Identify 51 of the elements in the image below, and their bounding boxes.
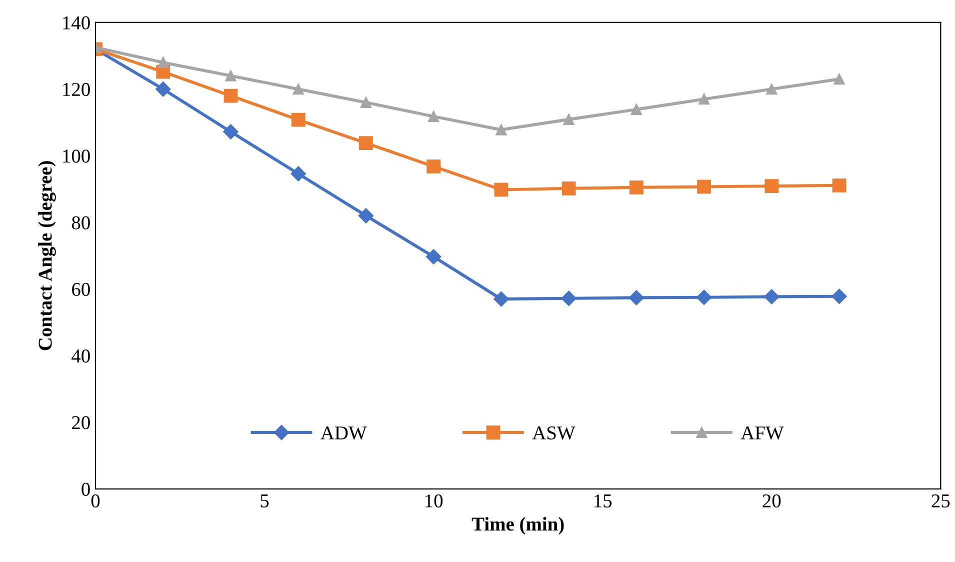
- x-tick-label: 20: [762, 494, 781, 508]
- legend-label: ASW: [532, 426, 576, 440]
- legend-label: ADW: [320, 426, 367, 440]
- y-tick-label: 40: [72, 349, 90, 363]
- point: [562, 181, 576, 196]
- y-tick-label: 140: [63, 16, 90, 30]
- point: [697, 180, 711, 194]
- point: [764, 289, 780, 304]
- point: [766, 84, 778, 95]
- y-tick-label: 0: [82, 482, 90, 496]
- point: [496, 124, 507, 136]
- point: [764, 179, 779, 194]
- point: [630, 104, 642, 115]
- point: [223, 124, 238, 140]
- point: [698, 94, 710, 105]
- point: [428, 110, 440, 122]
- x-tick-label: 0: [91, 494, 100, 508]
- point: [292, 84, 304, 95]
- point: [290, 166, 306, 182]
- legend-label: AFW: [740, 426, 784, 440]
- y-tick-label: 100: [63, 150, 90, 163]
- y-tick-label: 60: [72, 282, 90, 296]
- point: [426, 249, 442, 264]
- x-axis-title: Time (min): [472, 516, 564, 535]
- point: [158, 56, 169, 68]
- x-tick-label: 5: [260, 494, 269, 508]
- x-tick-label: 15: [594, 494, 612, 508]
- point: [832, 288, 847, 304]
- point: [156, 82, 171, 97]
- point: [696, 290, 712, 305]
- point: [629, 180, 644, 194]
- point: [224, 88, 238, 103]
- point: [834, 74, 845, 85]
- point: [561, 290, 576, 306]
- y-tick-label: 80: [72, 216, 90, 230]
- point: [494, 182, 508, 197]
- point: [563, 114, 574, 125]
- point: [225, 70, 236, 82]
- point: [832, 178, 846, 192]
- point: [358, 208, 374, 224]
- point: [360, 96, 372, 108]
- point: [291, 112, 306, 127]
- y-tick-label: 20: [72, 416, 90, 430]
- x-tick-label: 10: [426, 494, 443, 508]
- x-tick-label: 25: [932, 494, 950, 508]
- point: [426, 159, 441, 174]
- point: [628, 290, 644, 306]
- point: [494, 291, 509, 307]
- point: [359, 136, 373, 150]
- y-axis-title: Contact Angle (degree): [38, 161, 56, 350]
- y-tick-label: 120: [63, 82, 90, 96]
